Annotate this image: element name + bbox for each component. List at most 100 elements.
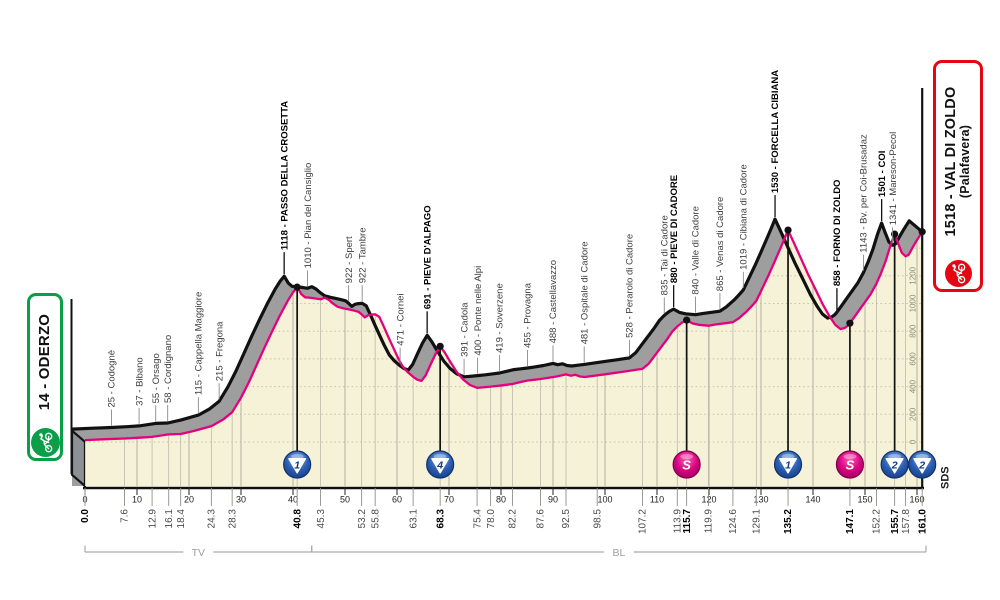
waypoint-label: 1530 - FORCELLA CIBIANA [770, 70, 781, 193]
waypoint-label: 400 - Ponte nelle Alpi [473, 266, 484, 356]
route-dot [683, 316, 691, 324]
waypoint-km-label: 147.1 [845, 509, 856, 534]
waypoint-km-label: 87.6 [536, 509, 547, 529]
waypoint-label: 1010 - Pian del Cansiglio [303, 163, 314, 269]
waypoint-label: 858 - FORNO DI ZOLDO [832, 180, 843, 287]
waypoint-label: 1118 - PASSO DELLA CROSETTA [279, 101, 290, 250]
elevation-label: 200 [909, 407, 918, 421]
waypoint-km-label: 28.3 [227, 509, 238, 529]
category-triangle-icon [779, 458, 797, 474]
waypoint-label: 55 - Orsago [151, 353, 162, 403]
waypoint-km-label: 155.7 [890, 509, 901, 534]
waypoint-label: 528 - Perarolo di Cadore [625, 234, 636, 338]
marker-shine [888, 453, 902, 460]
waypoint-km-label: 75.4 [472, 509, 483, 529]
waypoint-km-label: 115.7 [682, 509, 693, 534]
marker-shine [433, 453, 447, 460]
category-triangle-icon [288, 458, 307, 474]
waypoint-km-label: 40.8 [292, 509, 303, 529]
category-triangle-icon [885, 458, 904, 474]
waypoint-label: 865 - Venas di Cadore [715, 197, 726, 292]
category-number: 4 [436, 460, 443, 472]
finish-banner-sublabel: (Palafavera) [958, 124, 973, 199]
category-triangle-icon [431, 458, 450, 474]
waypoint-km-label: 119.9 [704, 509, 715, 534]
sds-label: SDS [940, 466, 952, 489]
km-tick-label: 80 [496, 495, 506, 505]
waypoint-label: 115 - Cappella Maggiore [194, 292, 205, 395]
waypoint-km-label: 12.9 [147, 509, 158, 529]
region-label: BL [612, 547, 625, 559]
category-number: 2 [918, 460, 925, 472]
region-label: TV [192, 547, 205, 559]
category-number: 1 [294, 460, 300, 472]
route-dot [784, 226, 792, 234]
elevation-label: 0 [909, 439, 918, 444]
waypoint-km-label: 129.1 [752, 509, 763, 534]
marker-shine [915, 453, 929, 460]
km-tick-label: 70 [444, 495, 454, 505]
waypoint-label: 1143 - Bv. per Coi-Brusadaz [859, 134, 870, 253]
km-tick-label: 110 [650, 495, 664, 505]
waypoint-km-label: 157.8 [901, 509, 912, 534]
start-banner: 14 - ODERZO [27, 293, 63, 461]
waypoint-label: 215 - Fregona [214, 321, 225, 381]
marker-shine [290, 453, 304, 460]
waypoint-km-label: 82.2 [508, 509, 519, 529]
waypoint-label: 25 - Codognè [107, 350, 118, 408]
km-tick-label: 10 [132, 495, 142, 505]
waypoint-km-label: 53.2 [357, 509, 368, 529]
finish-banner-box: 1518 - VAL DI ZOLDO (Palafavera) [933, 60, 983, 292]
km-tick-label: 140 [805, 495, 820, 505]
elevation-label: 400 [909, 379, 918, 393]
km-tick-label: 30 [236, 495, 246, 505]
km-tick-label: 40 [288, 495, 298, 505]
start-banner-label: 14 - ODERZO [36, 313, 54, 411]
waypoint-km-label: 107.2 [638, 509, 649, 534]
waypoint-km-label: 45.3 [316, 509, 327, 529]
waypoint-label: 691 - PIEVE D'ALPAGO [422, 205, 433, 309]
km-tick-label: 100 [597, 495, 612, 505]
waypoint-label: 1501 - COI [877, 151, 888, 197]
route-dot [436, 342, 444, 350]
route-dot [293, 283, 301, 291]
waypoint-km-label: 78.0 [486, 509, 497, 529]
waypoint-label: 1019 - Cibiana di Cadore [739, 164, 750, 270]
km-tick-label: 130 [753, 495, 768, 505]
waypoint-label: 58 - Cordignano [163, 335, 174, 403]
route-line [84, 228, 924, 442]
cyclist-glyph [38, 432, 52, 453]
finish-banner-label: 1518 - VAL DI ZOLDO [942, 86, 959, 237]
km-tick-label: 60 [392, 495, 402, 505]
profile-pedestal [70, 429, 87, 488]
km-tick-label: 160 [909, 495, 924, 505]
start-cyclist-icon [30, 428, 60, 457]
category-triangle-icon [913, 458, 932, 474]
waypoint-km-label: 55.8 [370, 509, 381, 529]
finish-banner: 1518 - VAL DI ZOLDO (Palafavera) [933, 60, 983, 292]
marker-shine [843, 453, 857, 460]
profile-front-fill [85, 230, 923, 486]
elevation-label: 600 [909, 352, 918, 366]
waypoint-km-label: 68.3 [435, 509, 446, 529]
waypoint-km-label: 16.1 [164, 509, 175, 529]
cyclist-glyph [951, 263, 965, 284]
km-tick-label: 50 [340, 495, 350, 505]
waypoint-label: 880 - PIEVE DI CADORE [669, 175, 680, 283]
km-tick-label: 20 [184, 495, 194, 505]
waypoint-km-label: 152.2 [872, 509, 883, 534]
waypoint-label: 455 - Provagna [523, 282, 534, 348]
sprint-marker [672, 450, 701, 479]
km-tick-label: 90 [548, 495, 558, 505]
sprint-letter: S [682, 458, 691, 473]
sprint-marker [835, 450, 865, 479]
waypoint-km-label: 92.5 [561, 509, 572, 529]
km-tick-label: 120 [701, 495, 716, 505]
waypoint-label: 481 - Ospitale di Cadore [579, 241, 590, 344]
waypoint-label: 471 - Cornei [395, 293, 406, 345]
waypoint-label: 922 - Tambre [357, 227, 368, 283]
waypoint-km-label: 161.0 [917, 509, 928, 534]
waypoint-label: 1341 - Mareson-Pecol [888, 132, 899, 225]
